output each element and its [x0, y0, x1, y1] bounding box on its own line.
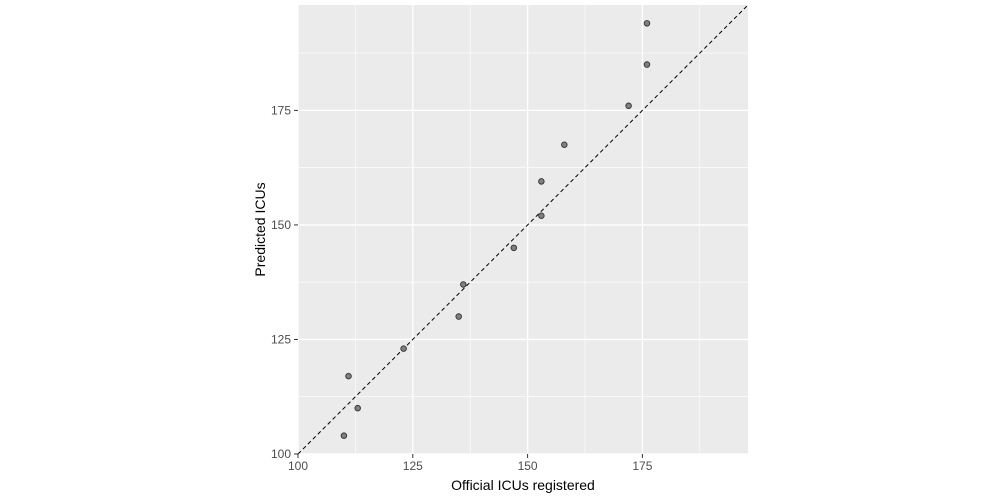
data-point [345, 372, 352, 380]
x-tick-label: 175 [632, 459, 652, 473]
data-point [455, 313, 462, 320]
data-point [340, 432, 348, 439]
data-point [400, 345, 407, 352]
grid-major [297, 5, 748, 455]
data-point [643, 20, 651, 27]
y-tick-label: 175 [271, 103, 291, 117]
data-point [538, 212, 545, 220]
data-point [354, 404, 361, 412]
reference-line-y-equals-x [297, 4, 749, 455]
y-axis-title: Predicted ICUs [252, 182, 268, 276]
x-tick-label: 100 [288, 459, 308, 473]
data-point [538, 178, 545, 185]
data-point [643, 61, 651, 68]
data-point [510, 244, 518, 252]
y-axis: 100 125 150 175 [271, 103, 298, 461]
y-tick-label: 125 [271, 332, 291, 346]
x-tick-label: 125 [403, 459, 423, 473]
data-point [561, 141, 568, 148]
y-tick-label: 150 [271, 218, 291, 232]
x-axis-title: Official ICUs registered [451, 477, 595, 493]
x-axis: 100 125 150 175 [288, 454, 653, 473]
points-layer [340, 20, 651, 439]
x-tick-label: 150 [518, 459, 538, 473]
data-point [460, 281, 467, 288]
y-tick-label: 100 [271, 447, 291, 461]
data-point [625, 102, 632, 110]
grid-minor [298, 5, 748, 454]
